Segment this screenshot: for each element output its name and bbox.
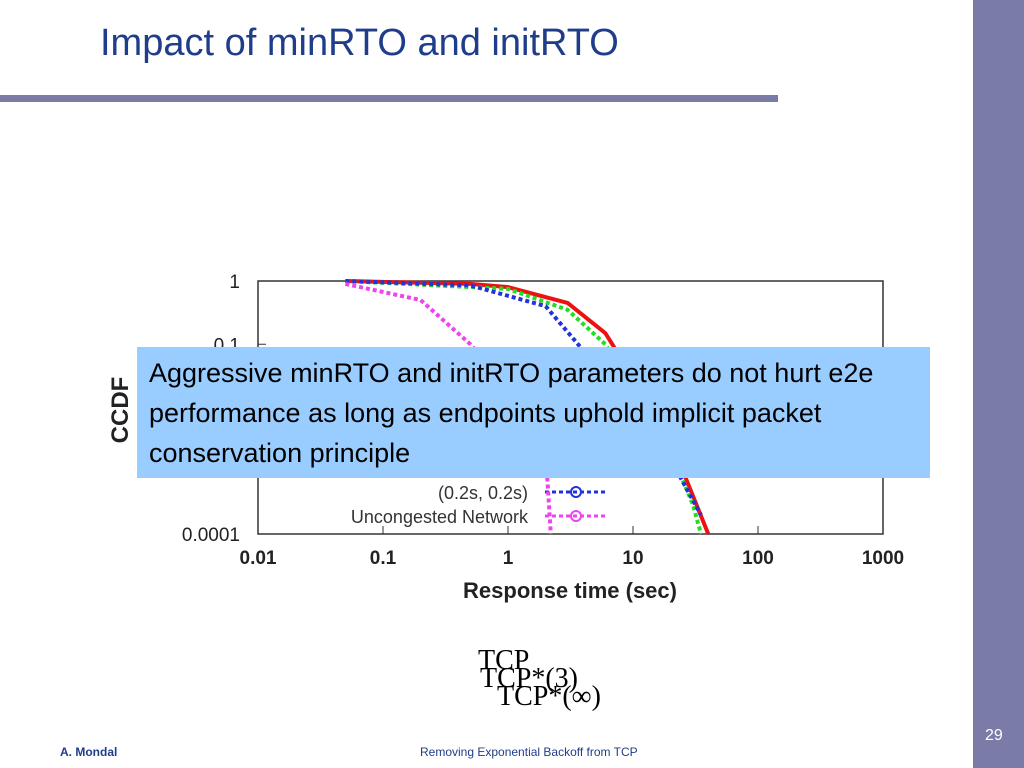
footer-talk: Removing Exponential Backoff from TCP — [420, 745, 638, 759]
page-number: 29 — [985, 727, 1003, 744]
x-tick-label: 100 — [742, 548, 774, 569]
x-tick-label: 10 — [622, 548, 643, 569]
label: TCP*(∞) — [497, 681, 601, 712]
x-tick-label: 1 — [503, 548, 514, 569]
title-rule — [0, 95, 778, 102]
callout: Aggressive minRTO and initRTO parameters… — [137, 347, 930, 478]
x-axis-label: Response time (sec) — [463, 578, 677, 603]
y-axis-label: CCDF — [107, 377, 134, 444]
footer-author: A. Mondal — [60, 745, 118, 759]
slide-title: Impact of minRTO and initRTO — [100, 22, 619, 64]
x-tick-label: 0.01 — [240, 548, 277, 569]
x-tick-label: 1000 — [862, 548, 904, 569]
legend-marker — [570, 510, 582, 522]
side-band — [973, 0, 1024, 768]
y-tick-label: 0.0001 — [182, 525, 240, 546]
y-tick-label: 1 — [229, 272, 240, 293]
x-tick-label: 0.1 — [370, 548, 397, 569]
label: TCP — [478, 645, 530, 676]
legend-marker — [570, 486, 582, 498]
legend-label: Uncongested Network — [351, 507, 529, 527]
legend-label: (0.2s, 0.2s) — [438, 483, 528, 503]
label: TCP*(3) — [480, 663, 578, 694]
